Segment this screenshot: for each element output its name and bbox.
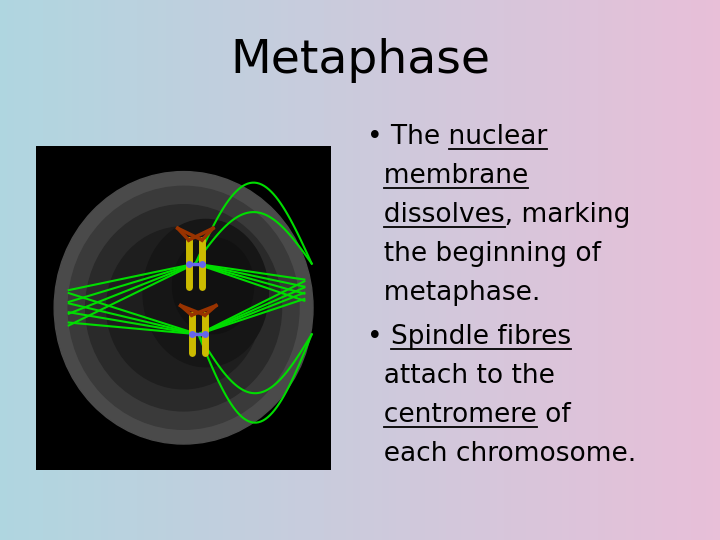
Text: • Spindle fibres: • Spindle fibres xyxy=(367,324,572,350)
Ellipse shape xyxy=(107,227,261,389)
Ellipse shape xyxy=(68,186,299,429)
Text: membrane: membrane xyxy=(367,163,528,189)
Ellipse shape xyxy=(173,238,253,334)
Text: Metaphase: Metaphase xyxy=(230,38,490,83)
Ellipse shape xyxy=(143,219,269,367)
Ellipse shape xyxy=(54,172,313,444)
Text: centromere of: centromere of xyxy=(367,402,571,428)
Ellipse shape xyxy=(86,205,282,411)
Text: • The nuclear: • The nuclear xyxy=(367,124,547,150)
Text: attach to the: attach to the xyxy=(367,363,555,389)
Text: each chromosome.: each chromosome. xyxy=(367,441,636,467)
Text: the beginning of: the beginning of xyxy=(367,241,601,267)
Text: metaphase.: metaphase. xyxy=(367,280,541,306)
Text: dissolves, marking: dissolves, marking xyxy=(367,202,631,228)
